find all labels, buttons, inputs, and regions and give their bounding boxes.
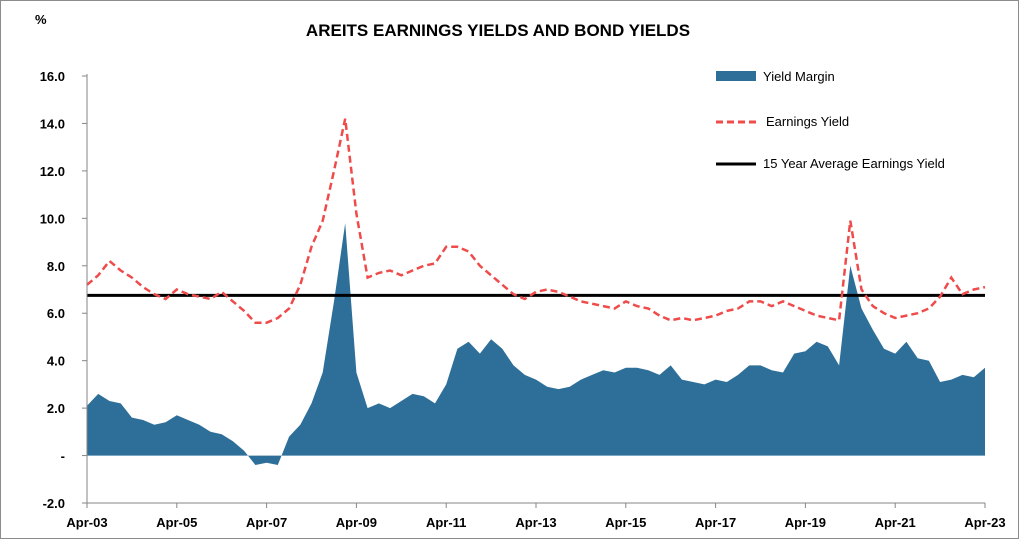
yield-margin-area bbox=[87, 223, 985, 465]
legend-swatch-yield-margin bbox=[716, 71, 756, 81]
x-tick-label: Apr-09 bbox=[336, 515, 377, 530]
y-tick-label: 16.0 bbox=[40, 69, 65, 84]
x-tick-label: Apr-11 bbox=[426, 515, 466, 530]
x-tick-label: Apr-15 bbox=[605, 515, 646, 530]
x-tick-label: Apr-03 bbox=[66, 515, 107, 530]
x-tick-label: Apr-21 bbox=[875, 515, 916, 530]
y-tick-label: 6.0 bbox=[47, 306, 65, 321]
y-tick-label: 4.0 bbox=[47, 354, 65, 369]
x-tick-label: Apr-13 bbox=[515, 515, 556, 530]
y-tick-label: 8.0 bbox=[47, 259, 65, 274]
y-tick-label: - bbox=[61, 449, 65, 464]
legend-label-average: 15 Year Average Earnings Yield bbox=[763, 156, 945, 171]
y-tick-label: 2.0 bbox=[47, 401, 65, 416]
y-tick-label: 10.0 bbox=[40, 211, 65, 226]
y-axis-unit: % bbox=[35, 12, 47, 27]
x-tick-label: Apr-17 bbox=[695, 515, 736, 530]
legend-label-earnings-yield: Earnings Yield bbox=[766, 114, 849, 129]
x-tick-label: Apr-23 bbox=[964, 515, 1005, 530]
x-tick-label: Apr-07 bbox=[246, 515, 287, 530]
legend-label-yield-margin: Yield Margin bbox=[763, 69, 835, 84]
y-tick-label: -2.0 bbox=[43, 496, 65, 511]
y-tick-label: 14.0 bbox=[40, 116, 65, 131]
earnings-yield-line bbox=[86, 118, 986, 324]
chart-title: AREITS EARNINGS YIELDS AND BOND YIELDS bbox=[306, 21, 690, 40]
legend: Yield Margin Earnings Yield 15 Year Aver… bbox=[716, 69, 945, 171]
x-tick-label: Apr-05 bbox=[156, 515, 197, 530]
x-tick-label: Apr-19 bbox=[785, 515, 826, 530]
y-tick-label: 12.0 bbox=[40, 164, 65, 179]
